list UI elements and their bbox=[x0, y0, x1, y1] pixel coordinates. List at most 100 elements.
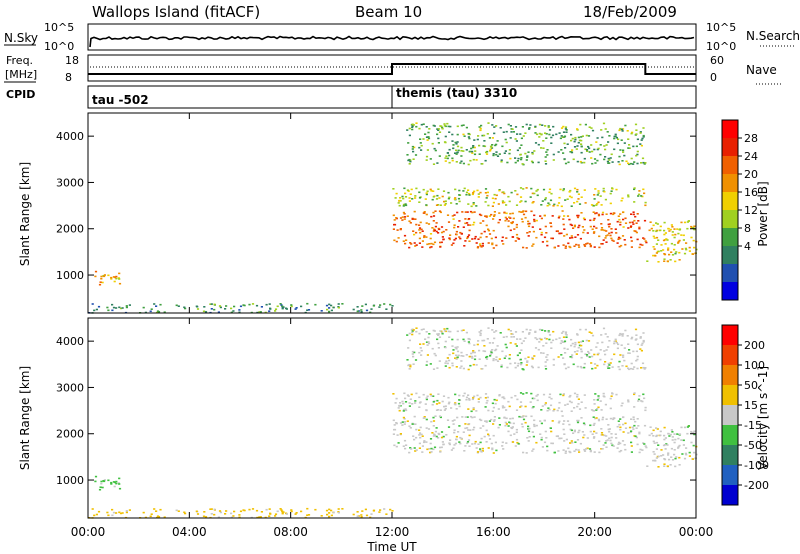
velocity-cell bbox=[115, 480, 118, 483]
power-cell bbox=[622, 226, 625, 228]
power-cell bbox=[597, 201, 600, 204]
velocity-cell bbox=[409, 447, 412, 449]
power-cell bbox=[487, 228, 490, 231]
velocity-cell bbox=[494, 441, 497, 444]
velocity-cell bbox=[448, 401, 451, 404]
velocity-cell bbox=[584, 328, 587, 331]
velocity-cell bbox=[422, 343, 425, 345]
velocity-cell bbox=[576, 350, 579, 352]
velocity-cell bbox=[628, 352, 631, 354]
power-cell bbox=[398, 199, 401, 202]
power-cell bbox=[432, 163, 436, 165]
velocity-cell bbox=[118, 483, 121, 485]
power-cell bbox=[595, 204, 598, 206]
power-cell bbox=[485, 153, 489, 155]
power-cell bbox=[521, 126, 524, 128]
velocity-cell bbox=[597, 418, 600, 421]
velocity-cell bbox=[516, 398, 519, 401]
power-cell bbox=[425, 192, 428, 194]
power-cell bbox=[615, 232, 618, 234]
velocity-cell bbox=[314, 508, 317, 511]
power-cell bbox=[428, 128, 431, 130]
velocity-cell bbox=[255, 509, 259, 512]
velocity-cell bbox=[642, 366, 645, 369]
velocity-cell bbox=[654, 460, 657, 462]
velocity-cell bbox=[465, 354, 468, 356]
power-cell bbox=[457, 197, 461, 200]
power-cell bbox=[448, 131, 451, 133]
velocity-cell bbox=[557, 356, 560, 358]
velocity-cell bbox=[545, 342, 548, 344]
power-cell bbox=[405, 239, 408, 241]
velocity-cell bbox=[476, 394, 479, 397]
velocity-cell bbox=[613, 353, 616, 356]
velocity-cell bbox=[681, 453, 684, 455]
velocity-cell bbox=[364, 508, 367, 511]
velocity-cell bbox=[577, 403, 580, 405]
power-cell bbox=[561, 210, 564, 212]
power-cell bbox=[611, 187, 614, 189]
power-cell bbox=[624, 243, 627, 246]
freq-tick-bottom: 8 bbox=[65, 71, 72, 84]
velocity-cell bbox=[420, 349, 423, 352]
power-cell bbox=[594, 162, 597, 164]
velocity-cell bbox=[454, 346, 457, 349]
y-tick-label: 4000 bbox=[56, 130, 84, 143]
power-cell bbox=[686, 221, 689, 223]
velocity-cell bbox=[472, 407, 475, 409]
velocity-cell bbox=[577, 398, 580, 400]
velocity-cell bbox=[449, 439, 452, 441]
power-cell bbox=[548, 203, 551, 206]
velocity-cell bbox=[616, 425, 619, 428]
power-cell bbox=[605, 213, 608, 215]
velocity-cell bbox=[691, 458, 694, 460]
power-cell bbox=[541, 241, 544, 243]
velocity-cell bbox=[595, 409, 598, 411]
velocity-cell bbox=[550, 397, 553, 400]
velocity-cell bbox=[501, 350, 504, 353]
power-cell bbox=[456, 151, 459, 154]
velocity-cell bbox=[478, 331, 481, 333]
velocity-cell bbox=[606, 439, 609, 441]
velocity-cell bbox=[425, 409, 428, 411]
power-cell bbox=[566, 215, 570, 217]
velocity-cell bbox=[446, 419, 450, 421]
power-cell bbox=[383, 303, 386, 305]
power-cell bbox=[230, 311, 233, 314]
power-cell bbox=[493, 132, 496, 135]
velocity-cell bbox=[464, 423, 467, 425]
velocity-cell bbox=[452, 352, 455, 355]
velocity-cell bbox=[115, 512, 118, 514]
power-cell bbox=[616, 142, 619, 145]
power-cell bbox=[620, 128, 623, 131]
velocity-cell bbox=[419, 343, 422, 345]
velocity-cell bbox=[593, 403, 596, 405]
power-cell bbox=[403, 218, 406, 220]
power-cell bbox=[392, 228, 395, 230]
velocity-cell bbox=[545, 338, 548, 340]
velocity-cell bbox=[642, 442, 645, 444]
velocity-cell bbox=[576, 405, 579, 408]
velocity-cell bbox=[538, 337, 541, 340]
power-cell bbox=[642, 188, 645, 191]
velocity-cell bbox=[563, 420, 566, 422]
power-cell bbox=[544, 197, 547, 199]
power-cell bbox=[473, 211, 476, 213]
velocity-cell bbox=[447, 330, 450, 333]
power-cell bbox=[556, 230, 559, 232]
power-cell bbox=[157, 311, 161, 313]
power-cell bbox=[580, 136, 583, 138]
velocity-cell bbox=[268, 508, 271, 510]
velocity-cell bbox=[103, 480, 106, 483]
freq-unit-label: [MHz] bbox=[5, 68, 37, 81]
power-cell bbox=[433, 147, 436, 150]
power-cell bbox=[609, 157, 612, 159]
velocity-cell bbox=[410, 448, 413, 450]
velocity-cell bbox=[475, 447, 478, 449]
velocity-cell bbox=[248, 508, 251, 511]
power-cell bbox=[306, 302, 309, 305]
velocity-cell bbox=[643, 443, 646, 445]
power-cell bbox=[519, 196, 523, 198]
power-cell bbox=[184, 307, 187, 310]
